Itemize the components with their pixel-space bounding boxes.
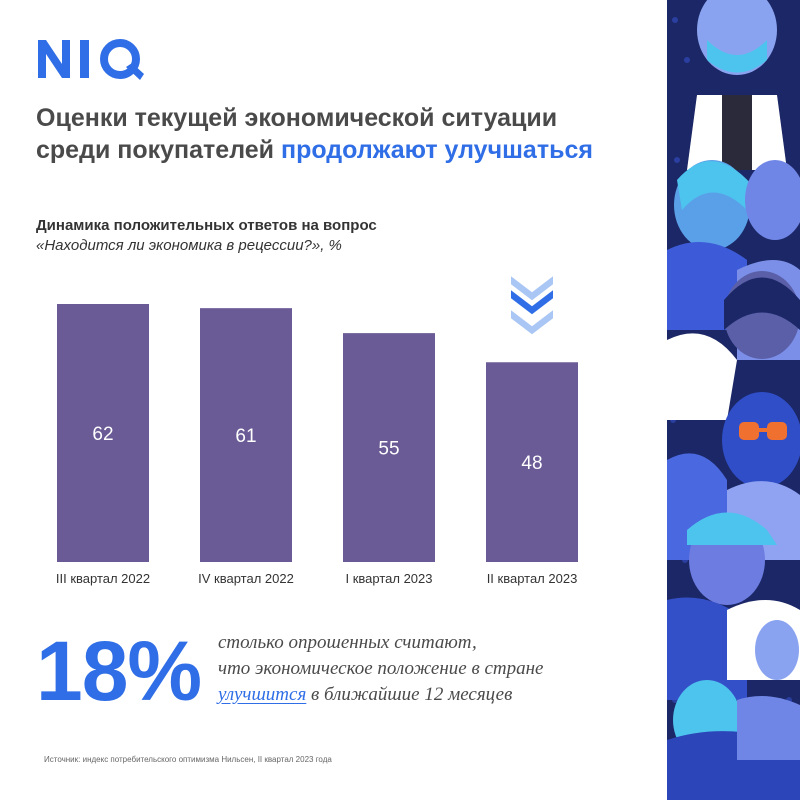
bar-value-label: 61 [235, 426, 256, 447]
crowd-illustration [667, 0, 800, 800]
category-label: IV квартал 2022 [198, 571, 294, 586]
bar-2 [200, 308, 292, 562]
source-note: Источник: индекс потребительского оптими… [44, 755, 332, 764]
bar-1 [57, 304, 149, 562]
bar-chart: 62 III квартал 2022 61 IV квартал 2022 55 I к… [56, 276, 578, 586]
chart-subtitle-line2: «Находится ли экономика в рецессии?», % [36, 237, 342, 254]
headline-line2: среди покупателей продолжают улучшаться [36, 134, 636, 166]
bar-3 [343, 333, 435, 562]
headline: Оценки текущей экономической ситуации ср… [36, 102, 636, 166]
bar-value-label: 48 [521, 453, 542, 474]
headline-accent: продолжают улучшаться [280, 136, 593, 164]
bar-value-label: 55 [378, 439, 399, 460]
chart-subtitle-line1: Динамика положительных ответов на вопрос [36, 217, 377, 234]
stat-value: 18% [36, 624, 202, 718]
stat-description: столько опрошенных считают, что экономич… [218, 630, 638, 708]
headline-line1: Оценки текущей экономической ситуации [36, 104, 558, 132]
chart-subtitle: Динамика положительных ответов на вопрос… [36, 216, 636, 256]
double-chevron-down-icon [511, 276, 553, 335]
category-label: II квартал 2023 [487, 571, 578, 586]
category-label: I квартал 2023 [345, 571, 432, 586]
bar-value-label: 62 [92, 424, 113, 445]
stat-highlight: улучшится [218, 684, 307, 705]
category-label: III квартал 2022 [56, 571, 150, 586]
stat-line3-rest: в ближайшие 12 месяцев [306, 684, 513, 705]
headline-line2-prefix: среди покупателей [36, 136, 281, 164]
bar-4 [486, 362, 578, 562]
stat-line1: столько опрошенных считают, [218, 632, 477, 653]
stat-line3: улучшится в ближайшие 12 месяцев [218, 682, 638, 708]
niq-logo [38, 39, 144, 80]
stat-line2: что экономическое положение в стране [218, 658, 544, 679]
